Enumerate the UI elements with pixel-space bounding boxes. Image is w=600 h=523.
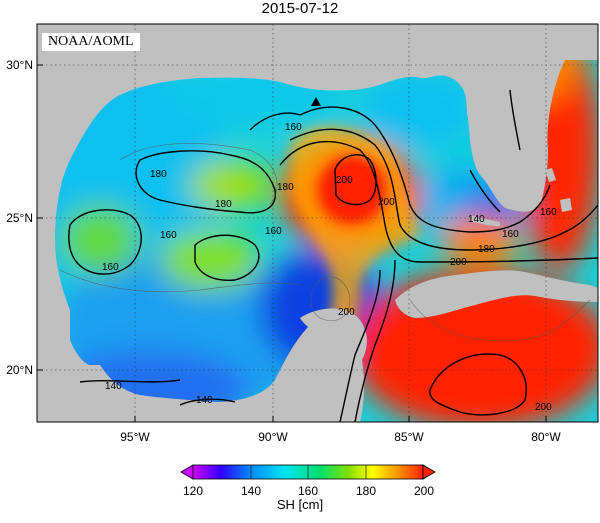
lon-label: 80°W [531, 430, 561, 444]
triangle-marker [311, 97, 321, 106]
contour-label: 160 [102, 262, 119, 273]
thin-contours [59, 143, 591, 342]
contour-label: 160 [502, 229, 519, 240]
contour-label: 180 [277, 182, 294, 193]
graticule [37, 24, 598, 422]
map-frame [36, 23, 599, 423]
lat-label: 20°N [6, 363, 33, 377]
contour-label: 140 [468, 214, 485, 225]
page-title: 2015-07-12 [261, 0, 339, 17]
contour-label: 180 [215, 199, 232, 210]
contour-label: 160 [285, 122, 302, 133]
contour-lines [68, 89, 598, 422]
contour-label: 200 [535, 402, 552, 413]
contour-label: 180 [478, 244, 495, 255]
contour-label-group: 160 160 180 180 160 160 200 200 180 160 … [102, 122, 557, 413]
colorbar-title: SH [cm] [276, 497, 324, 512]
contour-label: 200 [450, 257, 467, 268]
colorbar-tick-label: 200 [413, 484, 435, 498]
colorbar-tick-label: 180 [355, 484, 377, 498]
contour-label: 160 [540, 207, 557, 218]
axis-ticks [37, 64, 547, 422]
lat-label: 30°N [6, 58, 33, 72]
contour-label: 160 [265, 226, 282, 237]
lon-label: 90°W [258, 430, 288, 444]
lat-label: 25°N [6, 211, 33, 225]
contour-label: 200 [336, 175, 353, 186]
contour-label: 180 [150, 169, 167, 180]
landmass [37, 24, 598, 422]
colorbar-tick-label: 160 [297, 484, 319, 498]
contour-label: 140 [196, 395, 213, 406]
colorbar-tick-label: 140 [240, 484, 262, 498]
contour-label: 200 [338, 307, 355, 318]
contour-label: 200 [378, 197, 395, 208]
contour-label: 160 [160, 230, 177, 241]
credit-label: NOAA/AOML [42, 33, 140, 51]
contour-label: 140 [105, 381, 122, 392]
colorbar-tick-label: 120 [182, 484, 204, 498]
colorbar [180, 464, 436, 480]
lon-label: 95°W [120, 430, 150, 444]
lon-label: 85°W [394, 430, 424, 444]
